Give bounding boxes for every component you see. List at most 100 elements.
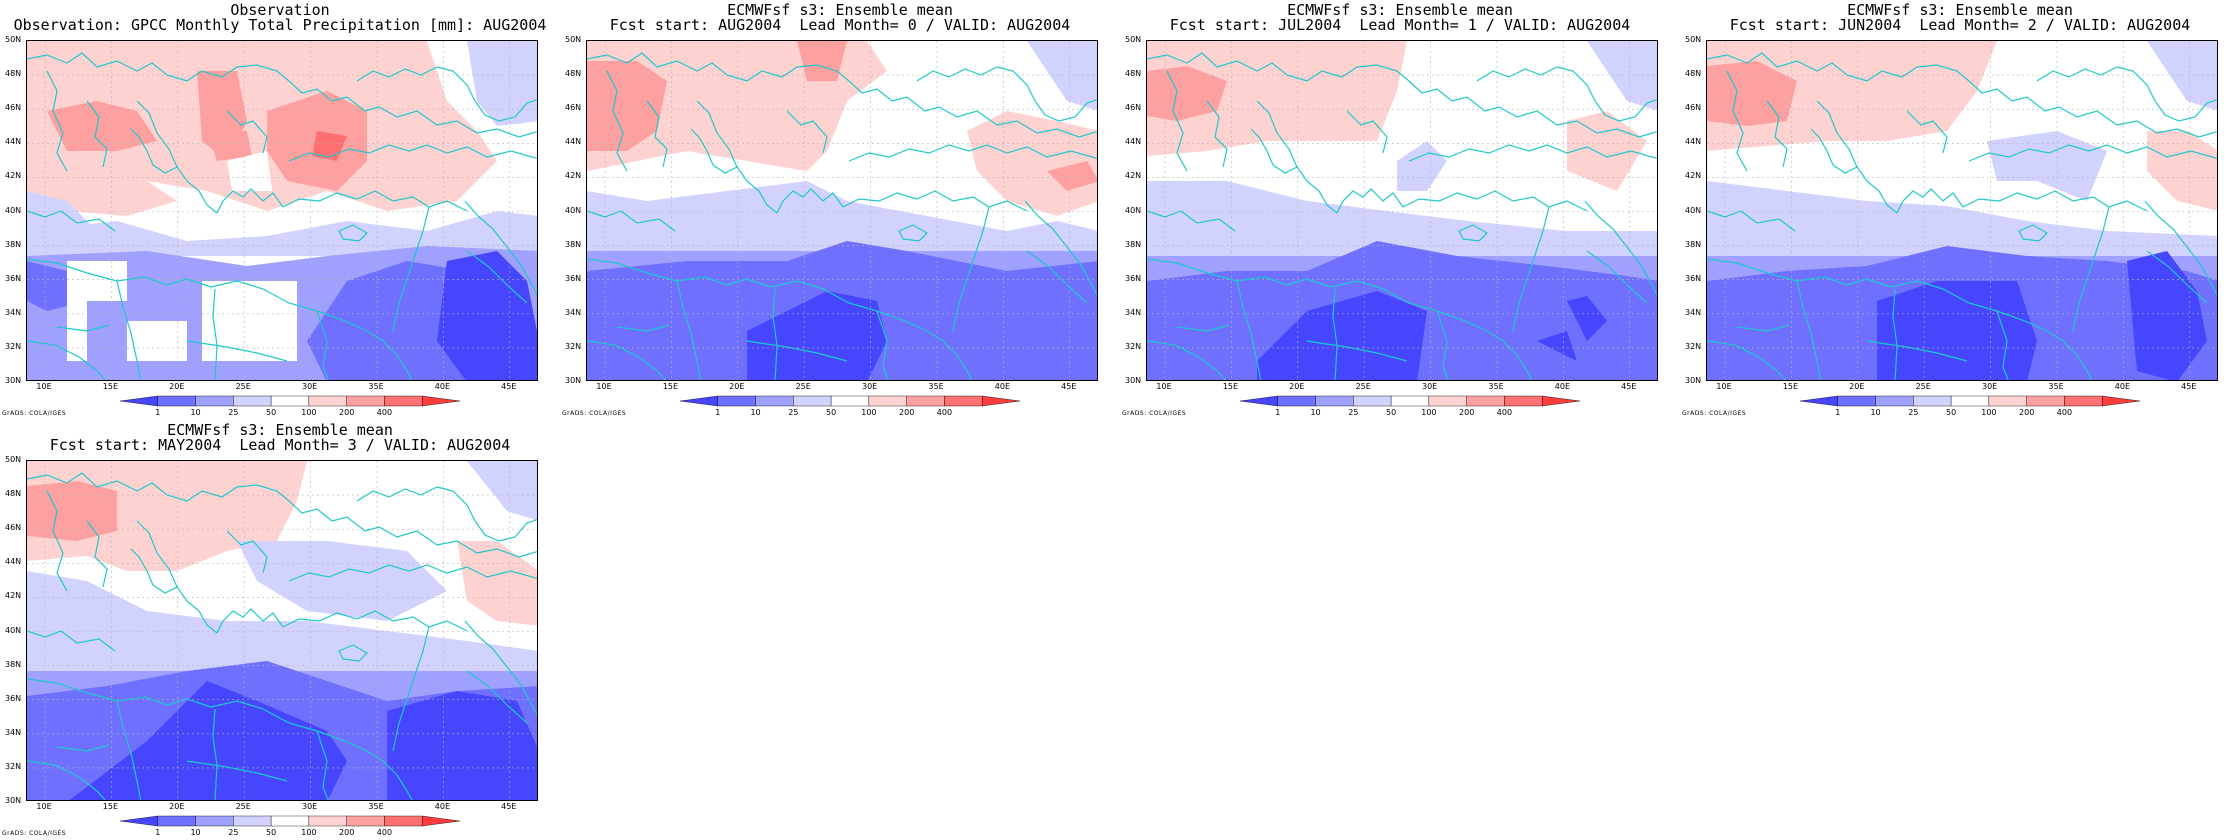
coastline xyxy=(587,210,676,232)
coastline xyxy=(1942,288,2093,380)
colorbar-swatch xyxy=(1466,395,1505,407)
coastline xyxy=(1866,340,1968,362)
panel-title: ECMWFsf s3: Ensemble mean xyxy=(167,421,393,439)
lat-tick-label: 46N xyxy=(5,523,22,533)
colorbar-label: 10 xyxy=(750,408,761,417)
lat-tick-label: 40N xyxy=(1685,205,1702,215)
colorbar-swatch xyxy=(195,815,234,827)
colorbar-label: 400 xyxy=(2056,408,2073,417)
coastline xyxy=(1726,70,1748,172)
coastline xyxy=(1996,310,2009,380)
coastline xyxy=(587,52,850,82)
coastline xyxy=(1147,258,1384,290)
panel-subtitle: Fcst start: MAY2004 Lead Month= 3 / VALI… xyxy=(49,436,511,454)
coastline xyxy=(288,500,537,558)
coastline xyxy=(1012,70,1097,122)
colorbar-swatch xyxy=(1875,395,1914,407)
map-panel-lead0: ECMWFsf s3: Ensemble mean Fcst start: AUG… xyxy=(560,0,1120,420)
colorbar-label: 25 xyxy=(1348,408,1359,417)
precip-map xyxy=(586,40,1098,381)
lat-tick-label: 36N xyxy=(1685,273,1702,283)
lat-tick-label: 38N xyxy=(5,659,22,669)
lat-tick-label: 40N xyxy=(5,625,22,635)
coastline xyxy=(212,288,218,380)
lon-tick-label: 45E xyxy=(1061,382,1077,391)
coastline xyxy=(1306,340,1408,362)
coastline xyxy=(2072,206,2110,332)
precip-shade-region xyxy=(47,101,157,151)
coastline xyxy=(116,280,142,380)
coastline xyxy=(772,288,778,380)
lat-tick-label: 46N xyxy=(565,103,582,113)
colorbar-swatch xyxy=(2026,395,2065,407)
colorbar-label: 1 xyxy=(1275,408,1281,417)
coastline xyxy=(1206,100,1228,168)
colorbar-label: 200 xyxy=(339,828,355,837)
coastline xyxy=(464,200,537,297)
lat-tick-label: 42N xyxy=(5,171,22,181)
lat-tick-label: 46N xyxy=(5,103,22,113)
colorbar-swatch xyxy=(1428,395,1467,407)
coastline xyxy=(898,224,928,242)
colorbar-swatch xyxy=(157,395,196,407)
coastline xyxy=(876,310,889,380)
colorbar xyxy=(1800,395,2140,407)
precip-map-svg xyxy=(27,41,537,380)
lat-tick-label: 42N xyxy=(5,591,22,601)
lat-tick-label: 44N xyxy=(5,137,22,147)
lat-tick-label: 30N xyxy=(565,376,582,385)
colorbar-label: 100 xyxy=(1981,408,1997,417)
lon-tick-label: 20E xyxy=(169,382,185,391)
lon-tick-label: 40E xyxy=(434,382,451,391)
panel-subtitle: Observation: GPCC Monthly Total Precipit… xyxy=(13,16,547,34)
lat-tick-label: 30N xyxy=(5,376,22,385)
colorbar-swatch xyxy=(906,395,945,407)
coastline xyxy=(606,70,628,172)
coastline xyxy=(1236,280,1262,380)
lat-tick-label: 42N xyxy=(1685,171,1702,181)
lat-tick-label: 48N xyxy=(5,69,22,79)
coastline xyxy=(1336,188,1404,214)
precip-shade-region xyxy=(747,291,887,380)
coastline xyxy=(262,708,413,800)
colorbar-label: 50 xyxy=(1946,408,1957,417)
colorbar-label: 1 xyxy=(715,408,721,417)
colorbar-label: 1 xyxy=(155,828,161,837)
coastline xyxy=(1796,280,1822,380)
coastline xyxy=(282,190,468,212)
grads-credit: GrADS: COLA/IGES xyxy=(2,410,67,417)
lat-tick-label: 46N xyxy=(1685,103,1702,113)
lon-tick-label: 35E xyxy=(928,382,944,391)
coastline xyxy=(262,288,413,380)
coastline xyxy=(27,52,290,82)
precip-shade-region xyxy=(1537,331,1577,361)
coastline xyxy=(1026,250,1088,304)
lon-tick-label: 10E xyxy=(36,802,52,811)
precip-shade-region xyxy=(27,191,97,231)
lat-tick-label: 50N xyxy=(5,455,22,464)
colorbar-swatch xyxy=(346,395,385,407)
lon-tick-label: 25E xyxy=(795,382,811,391)
precip-shade-region xyxy=(1707,181,2217,256)
coastline xyxy=(1896,188,1964,214)
colorbar-label: 10 xyxy=(1870,408,1881,417)
grads-credit: GrADS: COLA/IGES xyxy=(1682,410,1747,417)
precip-map-svg xyxy=(587,41,1097,380)
colorbar-label: 1 xyxy=(155,408,161,417)
coastline xyxy=(288,564,537,582)
colorbar-swatch xyxy=(1353,395,1392,407)
colorbar-label: 400 xyxy=(936,408,953,417)
lon-tick-label: 45E xyxy=(501,382,517,391)
lon-tick-label: 10E xyxy=(1156,382,1172,391)
coastline xyxy=(338,644,368,662)
coastline xyxy=(1586,250,1648,304)
coastline xyxy=(130,128,178,174)
colorbar-swatch xyxy=(830,395,870,407)
precip-shade-region xyxy=(587,181,1097,251)
coastline xyxy=(1176,324,1230,332)
colorbar-swatch xyxy=(422,815,460,827)
lat-tick-label: 40N xyxy=(1125,205,1142,215)
coastline xyxy=(646,100,668,168)
lon-tick-label: 25E xyxy=(235,382,251,391)
coastline xyxy=(842,190,1028,212)
